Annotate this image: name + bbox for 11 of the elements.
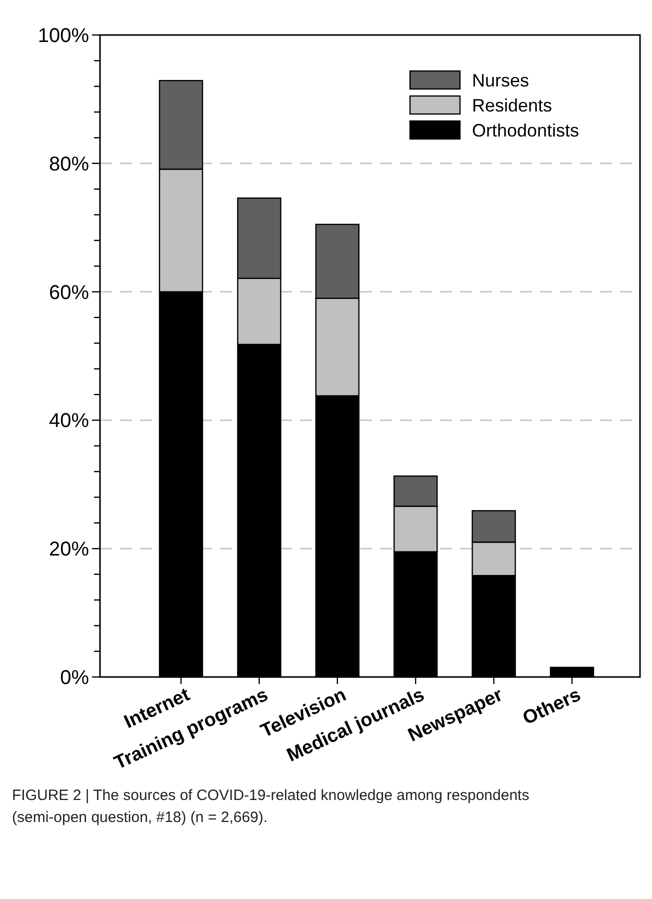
y-tick-label: 100% bbox=[38, 25, 90, 47]
legend-label: Nurses bbox=[472, 70, 530, 90]
y-tick-label: 20% bbox=[48, 538, 90, 561]
y-tick-label: 60% bbox=[48, 282, 90, 304]
x-tick-label: Others bbox=[520, 684, 584, 730]
legend-label: Orthodontists bbox=[472, 120, 580, 140]
y-tick-label: 80% bbox=[48, 153, 90, 176]
legend-label: Residents bbox=[472, 95, 552, 116]
y-tick-label: 0% bbox=[60, 667, 90, 689]
caption: FIGURE 2 | The sources of COVID-19-related knowledge among respondents (semi-open question, #18) (n = 2,669). bbox=[12, 787, 530, 826]
y-tick-label: 40% bbox=[48, 410, 90, 432]
